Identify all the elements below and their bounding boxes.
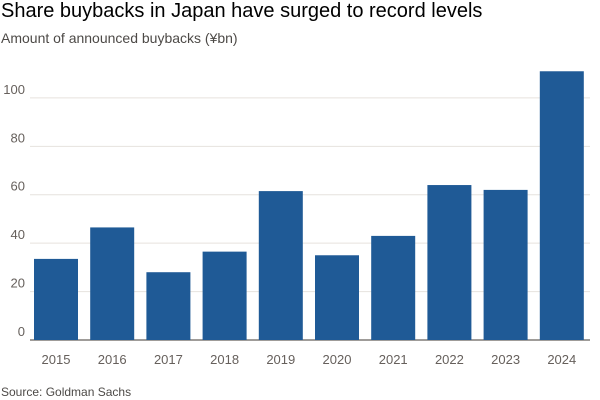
bar-2022 (427, 185, 472, 340)
y-tick-label: 80 (11, 130, 25, 145)
bar-2016 (90, 227, 135, 340)
x-tick-label: 2018 (210, 352, 239, 367)
bars (34, 71, 584, 341)
y-tick-label: 0 (18, 324, 25, 339)
chart-subtitle: Amount of announced buybacks (¥bn) (1, 30, 238, 46)
bar-2024 (539, 71, 584, 341)
x-tick-label: 2015 (42, 352, 71, 367)
x-tick-label: 2019 (266, 352, 295, 367)
x-tick-label: 2023 (491, 352, 520, 367)
bar-2017 (146, 272, 191, 340)
y-tick-label: 40 (11, 227, 25, 242)
bar-2019 (258, 191, 303, 340)
bar-2020 (315, 255, 359, 340)
bar-2018 (202, 251, 247, 340)
x-tick-label: 2016 (98, 352, 127, 367)
x-tick-label: 2021 (379, 352, 408, 367)
bar-2023 (483, 189, 528, 340)
y-axis-ticks: 0 20 40 60 80 100 (3, 82, 25, 339)
y-tick-label: 60 (11, 179, 25, 194)
chart-title: Share buybacks in Japan have surged to r… (1, 0, 483, 22)
y-tick-label: 20 (11, 276, 25, 291)
x-tick-label: 2022 (435, 352, 464, 367)
y-tick-label: 100 (3, 82, 25, 97)
x-tick-label: 2017 (154, 352, 183, 367)
x-tick-label: 2020 (323, 352, 352, 367)
bar-2015 (34, 258, 78, 340)
bar-2021 (371, 235, 416, 340)
x-tick-label: 2024 (547, 352, 576, 367)
source-note: Source: Goldman Sachs (1, 385, 132, 399)
x-axis-ticks: 2015 2016 2017 2018 2019 2020 2021 2022 2023 2024 (42, 352, 577, 367)
